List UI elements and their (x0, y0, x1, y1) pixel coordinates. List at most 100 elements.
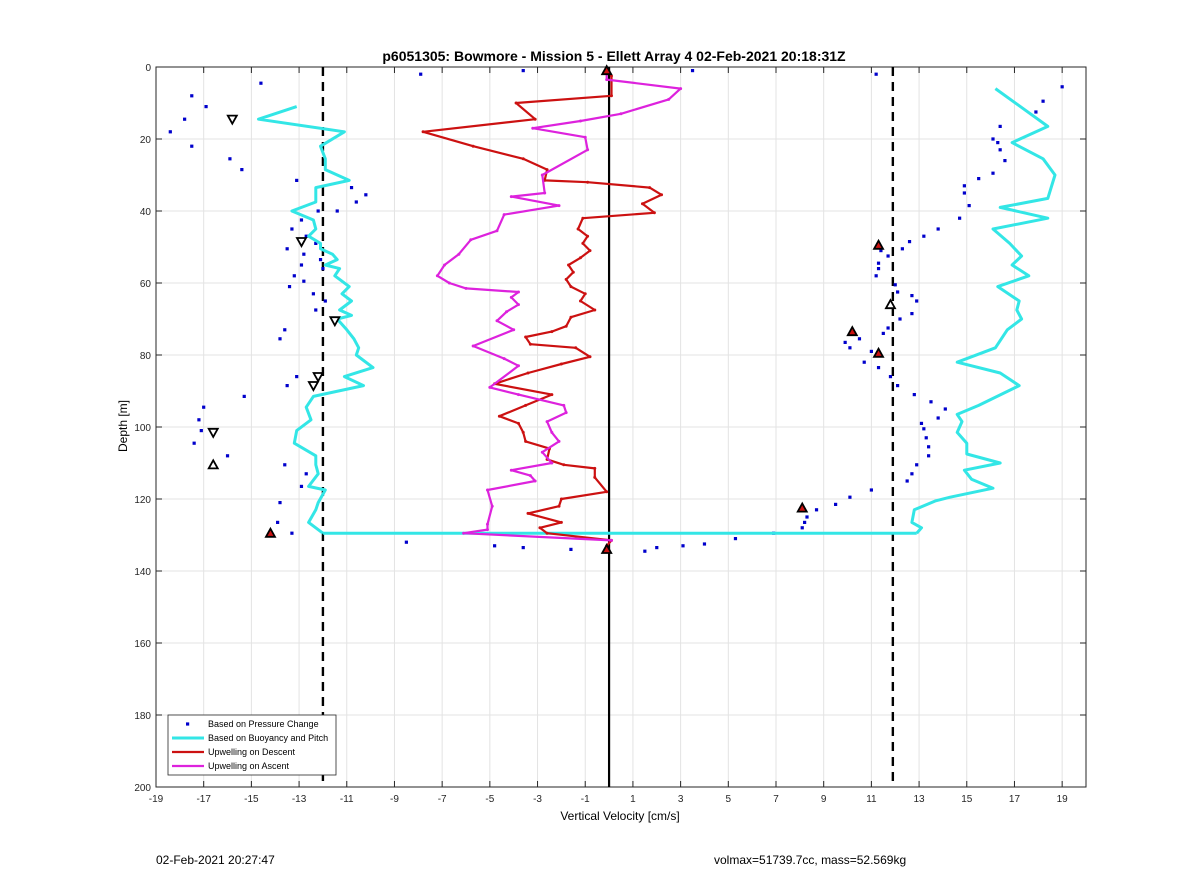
pressure-change-point (290, 227, 294, 231)
ascent-upwelling-line-point (509, 195, 513, 199)
pressure-change-point (998, 148, 1002, 152)
ascent-upwelling-line-point (578, 119, 582, 123)
ascent-upwelling-line-point (586, 148, 590, 152)
pressure-change-point (996, 141, 1000, 145)
pressure-change-point (278, 337, 282, 341)
ascent-upwelling-line-point (485, 528, 489, 532)
ascent-upwelling-line-point (469, 238, 473, 242)
descent-upwelling-line-point (605, 490, 609, 494)
pressure-change-point (943, 407, 947, 411)
descent-upwelling-line-point (586, 234, 590, 238)
y-tick-label: 180 (134, 711, 151, 722)
descent-upwelling-line-point (569, 315, 573, 319)
descent-upwelling-line-point (609, 94, 613, 98)
legend: Based on Pressure Change Based on Buoyanc… (167, 714, 337, 776)
y-tick-label: 40 (140, 207, 152, 218)
ascent-upwelling-line-point (516, 364, 520, 368)
down-triangle-marker (312, 372, 325, 383)
pressure-change-point (912, 393, 916, 397)
chart-title: p6051305: Bowmore - Mission 5 - Ellett A… (382, 48, 846, 64)
pressure-change-point (962, 184, 966, 188)
x-tick-label: -13 (292, 794, 307, 805)
pressure-change-point (228, 157, 232, 161)
ascent-upwelling-line-point (516, 303, 520, 307)
pressure-change-point (962, 191, 966, 195)
legend-label: Upwelling on Ascent (208, 761, 290, 771)
pressure-change-point (521, 69, 525, 73)
descent-upwelling-line-point (533, 117, 537, 121)
pressure-change-point (287, 285, 292, 289)
pressure-change-point (335, 209, 339, 213)
pressure-change-point (259, 81, 263, 85)
ascent-upwelling-line-point (505, 310, 509, 314)
y-tick-label: 100 (134, 423, 151, 434)
pressure-change-point (1003, 159, 1007, 163)
descent-upwelling-line-point (559, 497, 563, 501)
up-triangle-marker (207, 458, 220, 470)
pressure-change-point (803, 520, 807, 524)
pressure-change-point (900, 247, 904, 251)
pressure-change-point (304, 234, 308, 238)
pressure-change-point (834, 502, 838, 506)
descent-upwelling-line-point (524, 439, 528, 443)
pressure-change-point (493, 544, 497, 548)
ascent-upwelling-line-point (464, 286, 468, 290)
pressure-change-point (886, 326, 890, 330)
pressure-change-point (1060, 85, 1064, 89)
pressure-change-point (898, 317, 902, 321)
y-axis-label: Depth [m] (116, 400, 130, 452)
pressure-change-point (404, 540, 408, 544)
up-triangle-marker (264, 526, 277, 538)
pressure-change-point (316, 209, 320, 213)
descent-upwelling-line-point (559, 362, 563, 366)
descent-upwelling-line-point (593, 466, 597, 470)
y-tick-label: 0 (145, 63, 151, 74)
pressure-change-point (314, 308, 318, 312)
ascent-upwelling-line-point (516, 393, 520, 397)
descent-upwelling-line-point (545, 531, 549, 535)
ascent-upwelling-line (436, 70, 682, 542)
pressure-change-point (922, 234, 926, 238)
x-tick-label: -5 (485, 794, 494, 805)
descent-upwelling-line-point (514, 101, 518, 105)
x-tick-label: 1 (630, 794, 636, 805)
x-tick-label: 3 (678, 794, 684, 805)
ascent-upwelling-line-point (516, 290, 520, 294)
down-triangle-marker (226, 114, 239, 126)
pressure-change-point (192, 441, 196, 445)
pressure-change-point (907, 240, 912, 244)
descent-upwelling-line-point (586, 180, 590, 184)
pressure-change-point (283, 463, 287, 467)
descent-upwelling-line-point (471, 144, 475, 148)
pressure-change-point (967, 204, 971, 208)
x-tick-label: 17 (1009, 794, 1021, 805)
x-tick-label: -17 (196, 794, 211, 805)
pressure-change-point (190, 94, 194, 98)
up-triangle-marker (884, 298, 897, 310)
pressure-change-point (874, 72, 878, 76)
plot-area: -19 -17 -15 -13 -11 -9 -7 -5 -3 -1 1 3 5 7 9 11 13 15 17 19… (134, 63, 1087, 805)
y-tick-label: 160 (134, 639, 151, 650)
pressure-change-point (292, 274, 296, 278)
x-tick-label: 11 (866, 794, 877, 805)
pressure-change-point (910, 312, 914, 316)
pressure-change-point (364, 193, 368, 197)
ascent-upwelling-line-point (564, 411, 568, 415)
pressure-change-point (915, 299, 919, 303)
pressure-change-point (896, 384, 900, 388)
pressure-change-point (896, 290, 900, 294)
descent-upwelling-line-point (567, 263, 571, 267)
pressure-change-point (569, 547, 573, 551)
pressure-change-point (905, 479, 909, 483)
pressure-change-point (919, 421, 924, 425)
pressure-change-point (876, 267, 881, 271)
buoyancy-pitch-line (910, 87, 1057, 535)
pressure-change-point (314, 241, 318, 245)
x-tick-label: -15 (244, 794, 259, 805)
pressure-change-point (419, 72, 423, 76)
pressure-change-point (299, 218, 304, 222)
ascent-upwelling-line-point (557, 439, 561, 443)
pressure-change-point (655, 546, 659, 550)
ascent-upwelling-line-point (512, 328, 516, 332)
pressure-change-point (285, 384, 289, 388)
